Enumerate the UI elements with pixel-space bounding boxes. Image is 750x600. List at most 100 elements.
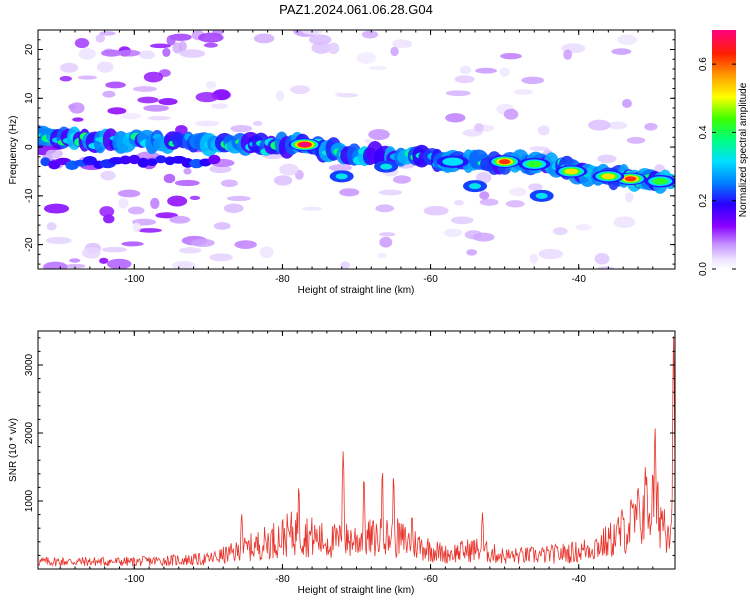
- noise-blob: [503, 108, 519, 120]
- noise-blob: [101, 246, 127, 253]
- y-tick-label: 20: [24, 44, 35, 56]
- noise-blob: [96, 61, 114, 73]
- noise-blob: [137, 96, 159, 104]
- noise-blob: [479, 191, 490, 200]
- noise-blob: [138, 50, 156, 60]
- noise-blob: [474, 123, 484, 133]
- noise-blob: [529, 146, 549, 151]
- y-tick-label: 3000: [24, 353, 35, 376]
- noise-blob: [99, 206, 115, 217]
- noise-blob: [82, 246, 101, 259]
- noise-blob: [234, 240, 257, 249]
- spectrogram-heatmap: [38, 30, 675, 269]
- noise-blob: [205, 81, 217, 90]
- peak-contour: [526, 160, 543, 168]
- noise-blob: [475, 67, 497, 74]
- noise-blob: [537, 125, 550, 136]
- noise-blob: [221, 179, 238, 188]
- secondary-ridge-blob: [40, 157, 51, 167]
- snr-frame: [37, 330, 676, 570]
- noise-blob: [587, 119, 611, 131]
- noise-blob: [368, 129, 390, 141]
- colorbar-tick-label: 0.6: [698, 57, 709, 71]
- noise-blob: [290, 85, 311, 95]
- noise-blob: [107, 107, 127, 115]
- colorbar: 0.0 0.2 0.4 0.6 Normalized spectral amplitu…: [698, 30, 749, 276]
- noise-blob: [279, 163, 299, 176]
- noise-blob: [77, 75, 98, 80]
- y-tick-label: -10: [24, 188, 35, 203]
- noise-blob: [259, 246, 274, 259]
- noise-blob: [538, 248, 563, 260]
- x-tick-label: -100: [124, 274, 144, 285]
- x-tick-label: -80: [275, 574, 290, 585]
- noise-blob: [105, 81, 126, 89]
- noise-blob: [597, 266, 615, 269]
- noise-blob: [450, 216, 474, 225]
- side-blob-core: [469, 183, 482, 190]
- peak-contour: [652, 177, 669, 185]
- noise-blob: [617, 34, 638, 45]
- noise-blob: [375, 204, 395, 213]
- spectrogram-y-label: Frequency (Hz): [8, 116, 19, 185]
- secondary-ridge-blob: [119, 155, 132, 165]
- noise-blob: [137, 228, 162, 233]
- noise-blob: [644, 122, 658, 131]
- noise-blob: [43, 203, 70, 214]
- noise-blob: [364, 138, 373, 144]
- y-tick-label: 10: [24, 92, 35, 104]
- noise-blob: [368, 66, 388, 71]
- noise-blob: [445, 90, 471, 97]
- x-tick-label: -80: [275, 274, 290, 285]
- peak-contour: [564, 168, 578, 175]
- noise-blob: [149, 43, 171, 49]
- noise-blob: [211, 103, 229, 109]
- noise-blob: [132, 86, 158, 92]
- noise-blob: [597, 154, 617, 164]
- noise-blob: [118, 197, 129, 209]
- noise-blob: [127, 206, 145, 215]
- noise-blob: [198, 32, 224, 43]
- noise-blob: [253, 33, 275, 44]
- noise-blob: [361, 30, 379, 39]
- noise-blob: [43, 261, 68, 269]
- noise-blob: [223, 203, 244, 213]
- noise-blob: [147, 115, 171, 121]
- x-tick-label: -40: [571, 574, 586, 585]
- y-tick-label: 0: [24, 144, 35, 150]
- noise-blob: [69, 102, 85, 114]
- noise-blob: [454, 75, 475, 84]
- y-tick-label: -20: [24, 237, 35, 252]
- y-tick-label: 2000: [24, 421, 35, 444]
- snr-y-axis: 1000 2000 3000: [24, 337, 675, 556]
- noise-blob: [552, 227, 568, 236]
- noise-blob: [528, 183, 543, 191]
- colorbar-tick-label: 0.0: [698, 262, 709, 276]
- noise-blob: [117, 49, 141, 57]
- snr-panel: -100 -80 -60 -40 1000 2000 3000 Height of str…: [8, 330, 676, 596]
- secondary-ridge-blob: [146, 158, 158, 166]
- snr-x-axis: -100 -80 -60 -40: [59, 331, 654, 585]
- noise-blob: [445, 113, 466, 123]
- noise-blob: [158, 98, 178, 106]
- figure-title: PAZ1.2024.061.06.28.G04: [279, 2, 433, 17]
- colorbar-tick-label: 0.4: [698, 125, 709, 139]
- noise-blob: [189, 195, 201, 200]
- noise-blob: [174, 179, 200, 187]
- noise-blob: [252, 120, 263, 127]
- noise-blob: [339, 188, 360, 197]
- noise-blob: [179, 247, 202, 254]
- colorbar-label: Normalized spectral amplitude: [738, 82, 749, 217]
- noise-blob: [505, 200, 525, 208]
- noise-blob: [102, 90, 116, 98]
- noise-blob: [143, 71, 164, 83]
- secondary-ridge-blob: [137, 157, 149, 168]
- snr-x-label: Height of straight line (km): [298, 585, 415, 596]
- colorbar-tick-label: 0.2: [698, 193, 709, 207]
- noise-blob: [213, 222, 231, 230]
- snr-series-line: [38, 336, 675, 567]
- side-blob-core: [380, 163, 393, 170]
- secondary-ridge-blob: [155, 155, 167, 164]
- noise-blob: [178, 41, 187, 52]
